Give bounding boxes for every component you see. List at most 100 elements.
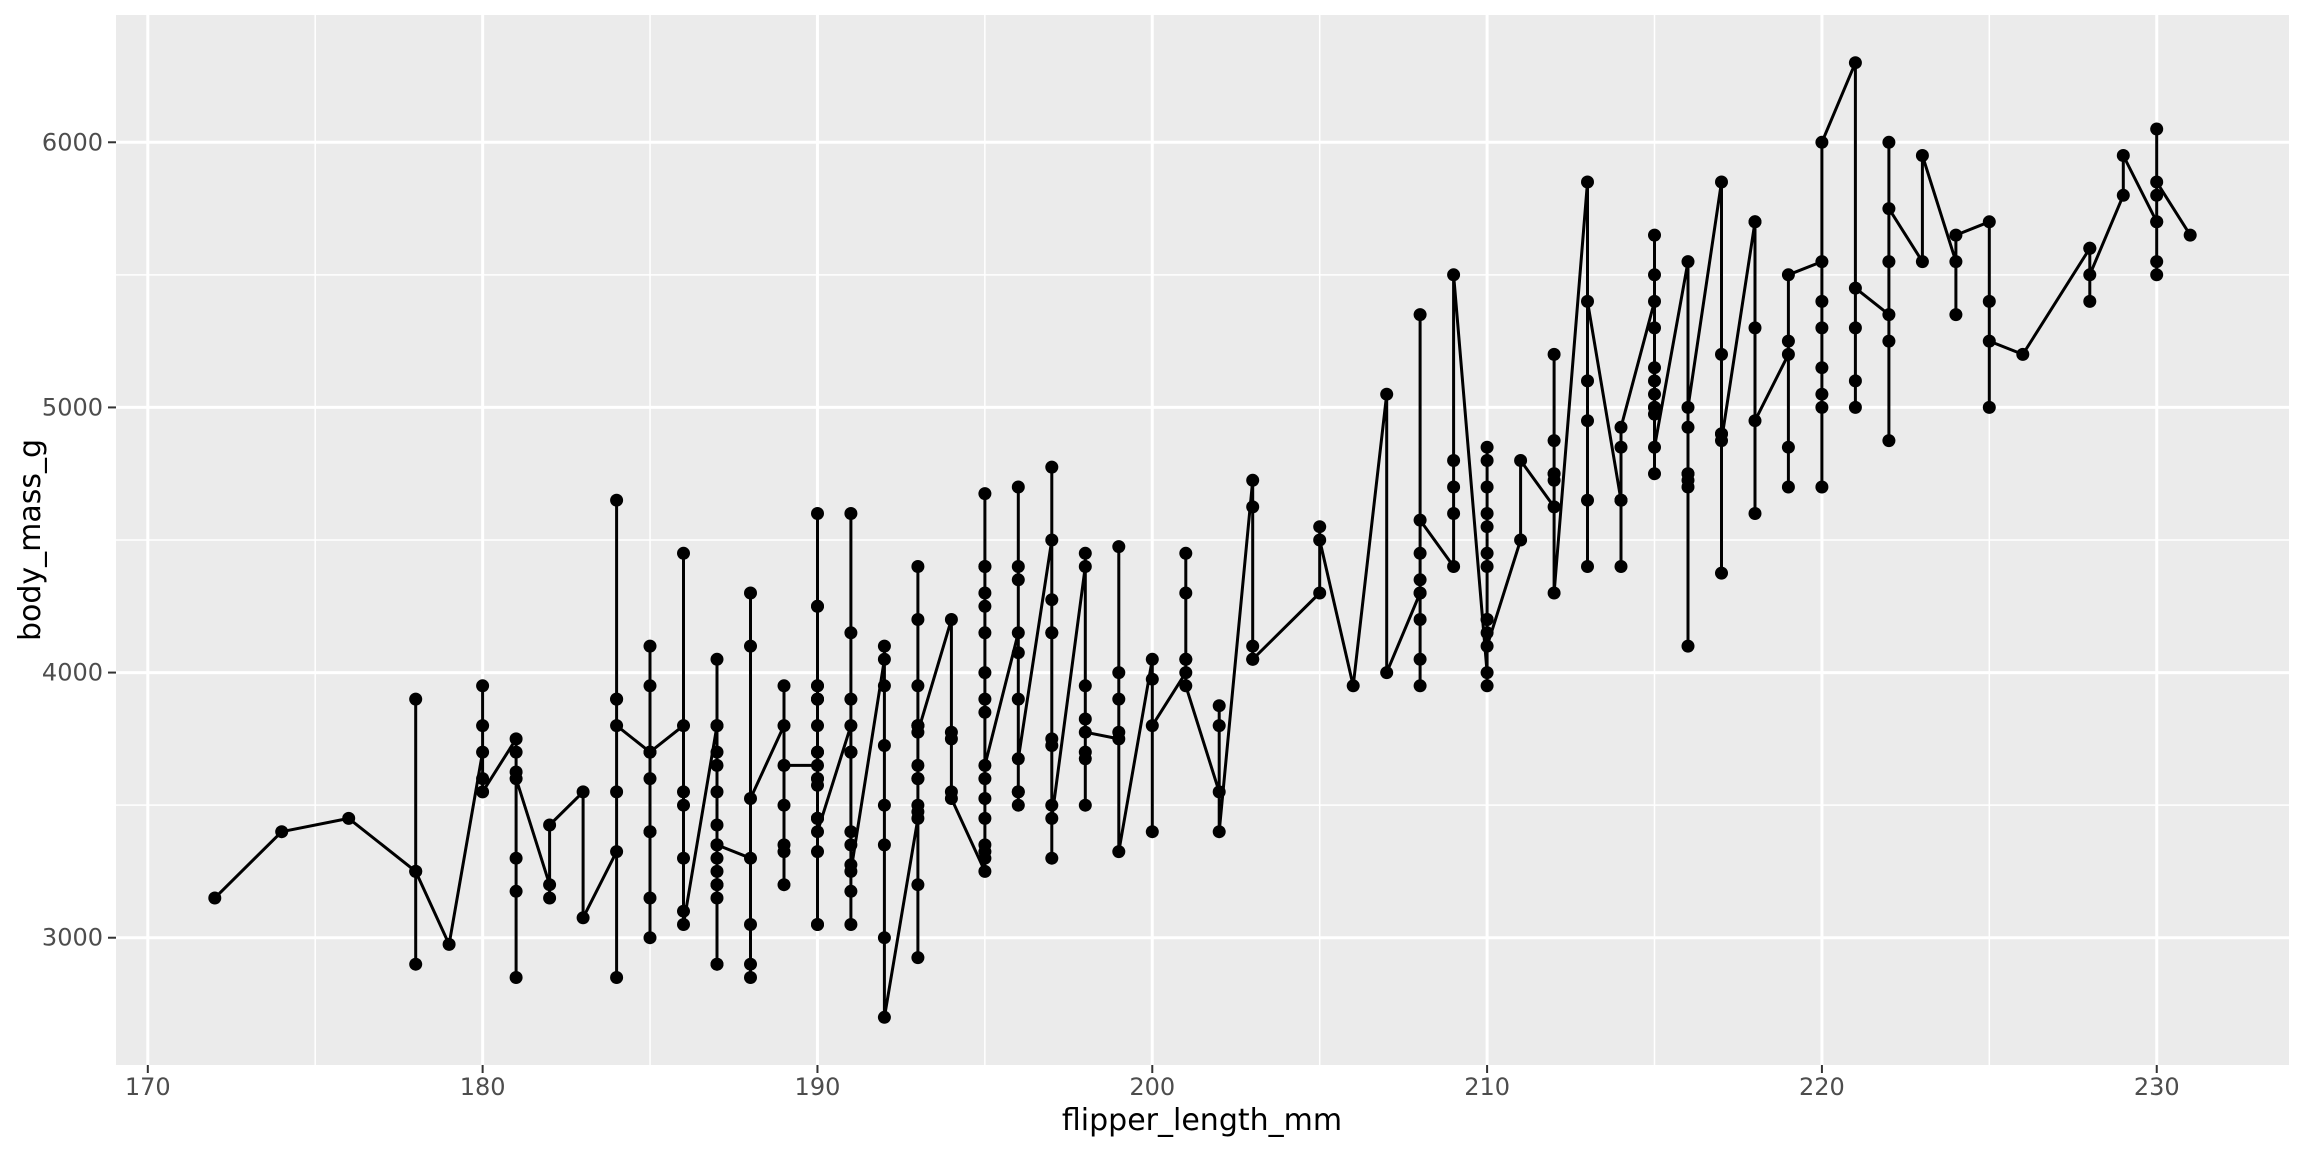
data-points	[208, 56, 2197, 1024]
data-point	[509, 851, 523, 865]
x-tick-label: 170	[125, 1073, 171, 1101]
data-point	[1848, 56, 1862, 70]
data-point	[610, 692, 624, 706]
data-point	[911, 613, 925, 626]
data-point	[1480, 679, 1494, 693]
data-point	[1982, 400, 1996, 414]
y-tick-label: 4000	[42, 659, 103, 687]
data-point	[409, 864, 423, 878]
data-point	[1982, 215, 1996, 229]
data-point	[978, 772, 992, 786]
data-point	[1045, 798, 1059, 812]
data-point	[1882, 334, 1896, 348]
data-point	[442, 937, 456, 951]
data-point	[1882, 255, 1896, 269]
data-point	[643, 639, 657, 653]
data-point	[1212, 785, 1226, 799]
data-point	[1848, 281, 1862, 295]
data-point	[1681, 639, 1695, 653]
data-point	[576, 785, 590, 799]
data-point	[1078, 725, 1092, 739]
data-point	[1815, 135, 1829, 149]
data-point	[1011, 752, 1025, 766]
data-point	[2083, 268, 2097, 282]
data-point	[1480, 546, 1494, 560]
data-point	[777, 878, 791, 892]
data-point	[1313, 533, 1327, 547]
data-point	[1045, 593, 1059, 607]
data-point	[1781, 347, 1795, 361]
data-point	[1380, 666, 1394, 680]
data-point	[610, 719, 624, 733]
data-point	[1112, 666, 1126, 680]
data-point	[1781, 480, 1795, 494]
data-point	[1112, 692, 1126, 706]
data-point	[911, 772, 925, 786]
data-point	[677, 719, 690, 733]
data-point	[1848, 400, 1862, 414]
data-point	[1648, 228, 1661, 242]
x-tick-label: 230	[2134, 1073, 2180, 1101]
data-point	[1480, 440, 1494, 454]
data-point	[1815, 321, 1829, 335]
data-point	[1781, 440, 1795, 454]
data-point	[877, 652, 891, 666]
data-point	[1848, 374, 1862, 388]
x-axis-title: flipper_length_mm	[1062, 1103, 1342, 1138]
data-point	[710, 878, 724, 892]
data-point	[1681, 420, 1695, 434]
data-point	[509, 772, 523, 786]
data-point	[978, 586, 992, 600]
data-point	[1212, 719, 1226, 733]
data-point	[777, 845, 791, 859]
x-tick-label: 200	[1129, 1073, 1175, 1101]
data-point	[1614, 440, 1628, 454]
data-point	[476, 785, 490, 799]
data-point	[844, 626, 858, 640]
data-point	[1011, 785, 1025, 799]
data-point	[1078, 712, 1092, 726]
data-point	[509, 732, 523, 746]
data-point	[1715, 347, 1728, 361]
data-point	[1815, 480, 1829, 494]
data-point	[1882, 434, 1896, 448]
data-point	[1480, 507, 1494, 520]
data-point	[1413, 308, 1427, 322]
data-point	[1145, 652, 1159, 666]
data-point	[877, 798, 891, 812]
data-point	[777, 758, 791, 772]
data-point	[811, 719, 824, 733]
data-point	[844, 884, 858, 898]
data-point	[1648, 374, 1661, 388]
data-point	[1915, 255, 1929, 269]
data-point	[2016, 347, 2030, 361]
data-point	[2150, 268, 2164, 282]
data-point	[1547, 434, 1561, 448]
data-point	[710, 851, 724, 865]
x-tick-label: 220	[1799, 1073, 1845, 1101]
data-point	[978, 666, 992, 680]
data-point	[944, 792, 958, 805]
data-point	[1179, 679, 1193, 693]
data-point	[677, 798, 690, 812]
data-point	[1648, 407, 1661, 421]
data-point	[1112, 725, 1126, 739]
data-point	[409, 692, 423, 706]
data-point	[2116, 188, 2130, 202]
data-point	[744, 639, 757, 653]
data-point	[1145, 825, 1159, 839]
data-point	[844, 864, 858, 878]
data-point	[1681, 400, 1695, 414]
y-axis-title: body_mass_g	[13, 439, 48, 641]
data-point	[978, 626, 992, 640]
data-point	[710, 818, 724, 832]
data-point	[1011, 646, 1025, 660]
data-point	[844, 745, 858, 759]
data-point	[811, 811, 824, 825]
data-point	[1815, 294, 1829, 308]
data-point	[2083, 294, 2097, 308]
data-point	[877, 739, 891, 752]
data-point	[844, 825, 858, 839]
data-point	[811, 599, 824, 613]
